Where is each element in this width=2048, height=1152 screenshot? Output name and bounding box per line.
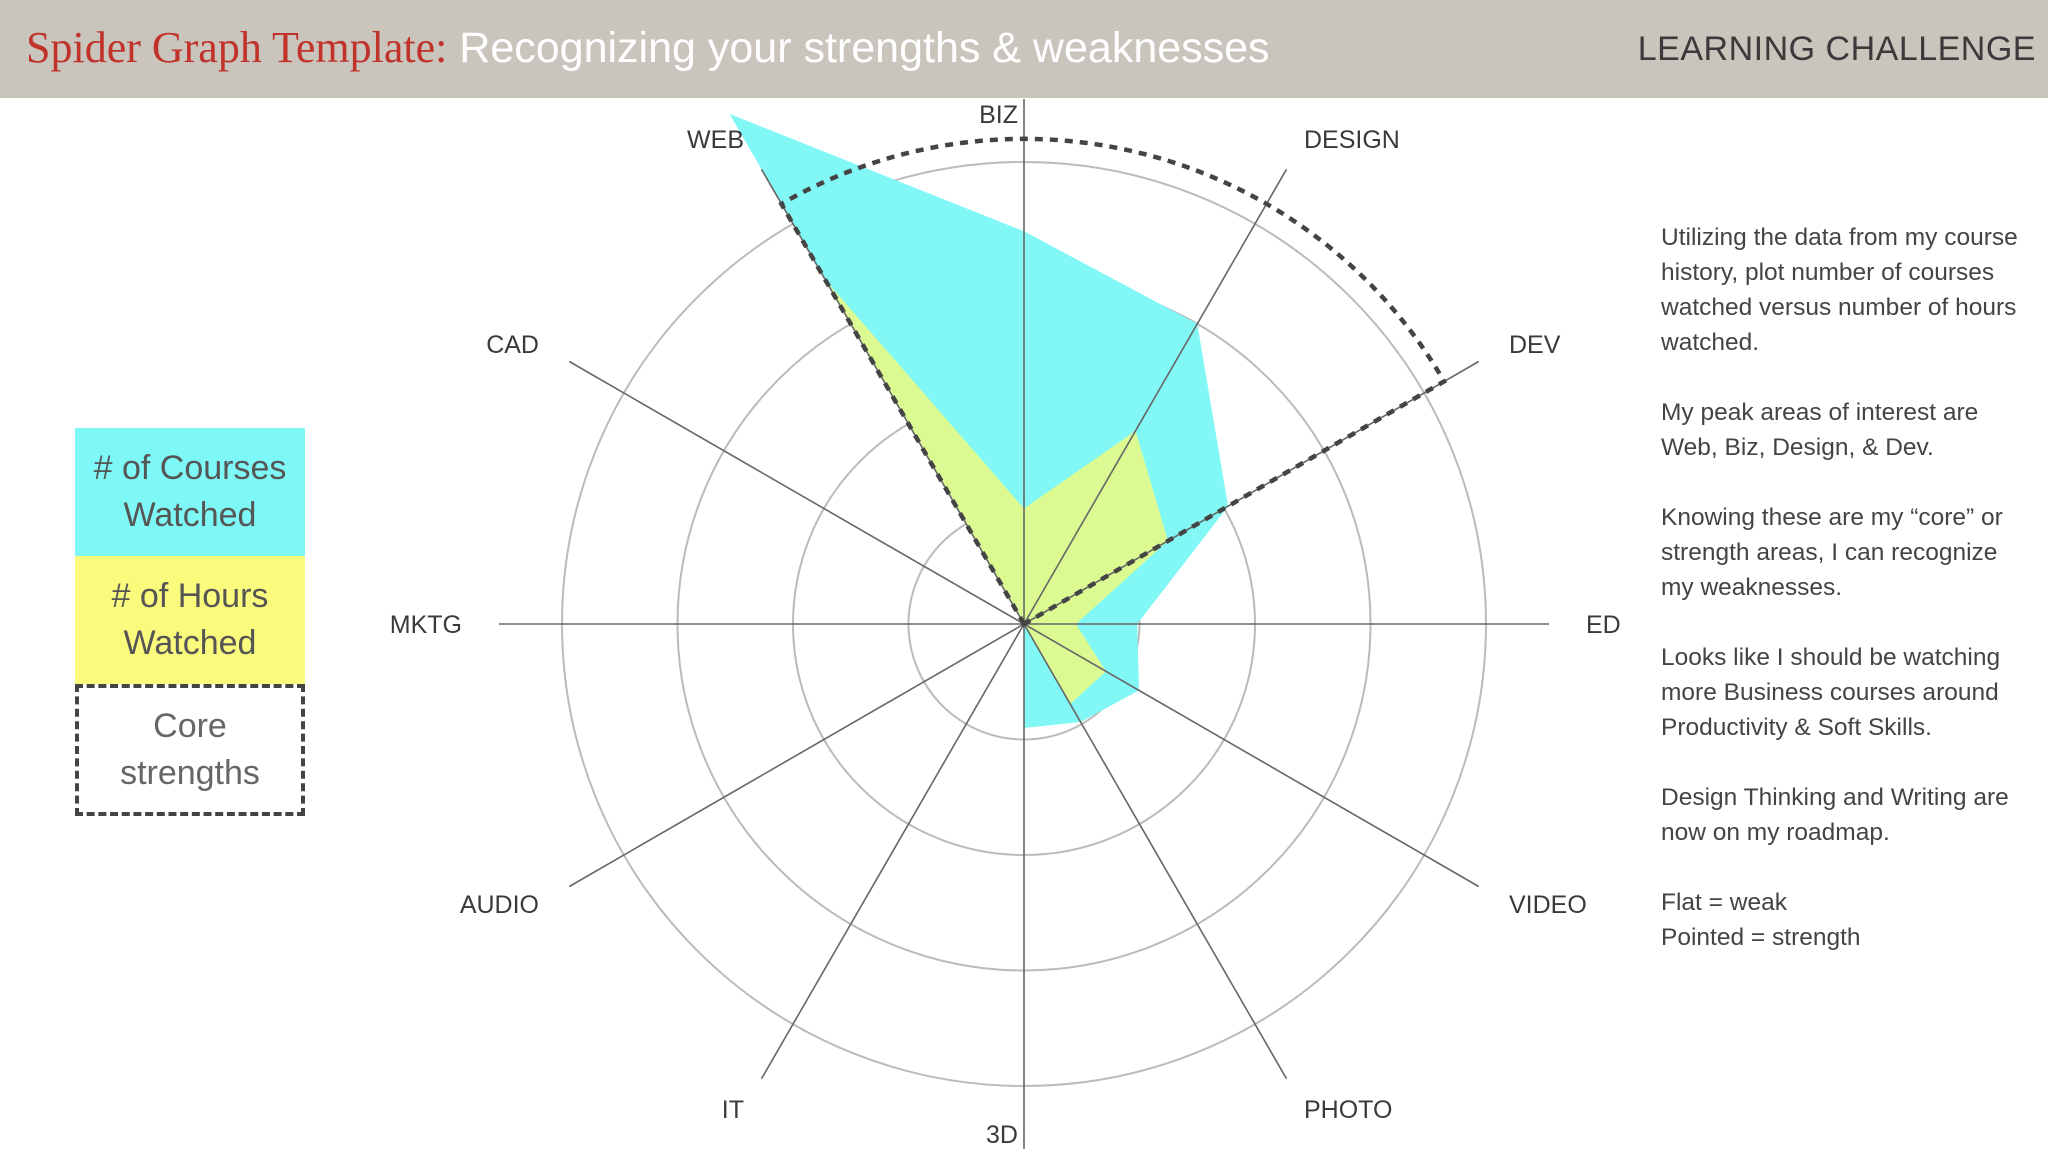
- notes-panel: Utilizing the data from my course histor…: [1661, 220, 2021, 955]
- note-flat-weak: Flat = weak: [1661, 889, 1787, 916]
- axis-label-photo: PHOTO: [1304, 1096, 1392, 1124]
- note-paragraph: Looks like I should be watching more Bus…: [1661, 644, 2001, 741]
- note-paragraph: Utilizing the data from my course histor…: [1661, 224, 2018, 356]
- axis-spoke-it: [760, 623, 1025, 1080]
- page-title-subtitle: Recognizing your strengths & weaknesses: [459, 24, 1270, 72]
- chart-axis-labels: BIZ DESIGN DEV ED VIDEO PHOTO 3D IT AUDIO MKTG CAD…: [390, 101, 1620, 1149]
- page-title-accent: Spider Graph Template:: [26, 23, 448, 72]
- series-courses-area: [729, 113, 1229, 728]
- legend-hours-label: # of Hours Watched: [111, 577, 269, 662]
- header-bar: Spider Graph Template: Recognizing your …: [0, 0, 2048, 98]
- axis-spoke-video: [1023, 623, 1480, 888]
- axis-spoke-photo: [1023, 623, 1288, 1080]
- legend-hours-watched: # of Hours Watched: [75, 556, 305, 684]
- legend-courses-watched: # of Courses Watched: [75, 428, 305, 556]
- axis-label-cad: CAD: [486, 331, 539, 359]
- challenge-tag: LEARNING CHALLENGE: [1637, 30, 2036, 68]
- note-paragraph: My peak areas of interest are Web, Biz, …: [1661, 399, 1979, 461]
- chart-core-strengths: [778, 136, 1448, 628]
- note-paragraph: Knowing these are my “core” or strength …: [1661, 504, 2003, 601]
- page-title: Spider Graph Template: Recognizing your …: [26, 22, 1270, 74]
- axis-label-dev: DEV: [1509, 331, 1561, 359]
- axis-label-video: VIDEO: [1509, 891, 1587, 919]
- legend-core-strengths: Core strengths: [75, 684, 305, 816]
- axis-label-mktg: MKTG: [390, 611, 462, 639]
- axis-label-ed: ED: [1586, 611, 1620, 639]
- axis-label-3d: 3D: [986, 1121, 1018, 1149]
- axis-spoke-design: [1023, 168, 1288, 625]
- legend: # of Courses Watched # of Hours Watched …: [75, 428, 305, 816]
- core-strengths-outline: [778, 136, 1448, 628]
- note-paragraph: Design Thinking and Writing are now on m…: [1661, 784, 2009, 846]
- axis-label-design: DESIGN: [1304, 126, 1400, 154]
- axis-label-it: IT: [722, 1096, 744, 1124]
- chart-spokes: [499, 99, 1549, 1149]
- note-pointed-strength: Pointed = strength: [1661, 924, 1861, 951]
- legend-core-label: Core strengths: [120, 707, 260, 792]
- spider-chart: BIZ DESIGN DEV ED VIDEO PHOTO 3D IT AUDIO MKTG CAD…: [390, 99, 1620, 1149]
- axis-spoke-cad: [568, 360, 1025, 625]
- legend-courses-label: # of Courses Watched: [93, 449, 287, 534]
- axis-spoke-audio: [568, 623, 1025, 888]
- chart-series: [729, 113, 1229, 728]
- axis-label-audio: AUDIO: [460, 891, 539, 919]
- axis-label-web: WEB: [687, 126, 744, 154]
- series-hours-area: [825, 279, 1168, 704]
- notes-footer: Flat = weak Pointed = strength: [1661, 885, 2021, 955]
- axis-label-biz: BIZ: [979, 101, 1018, 129]
